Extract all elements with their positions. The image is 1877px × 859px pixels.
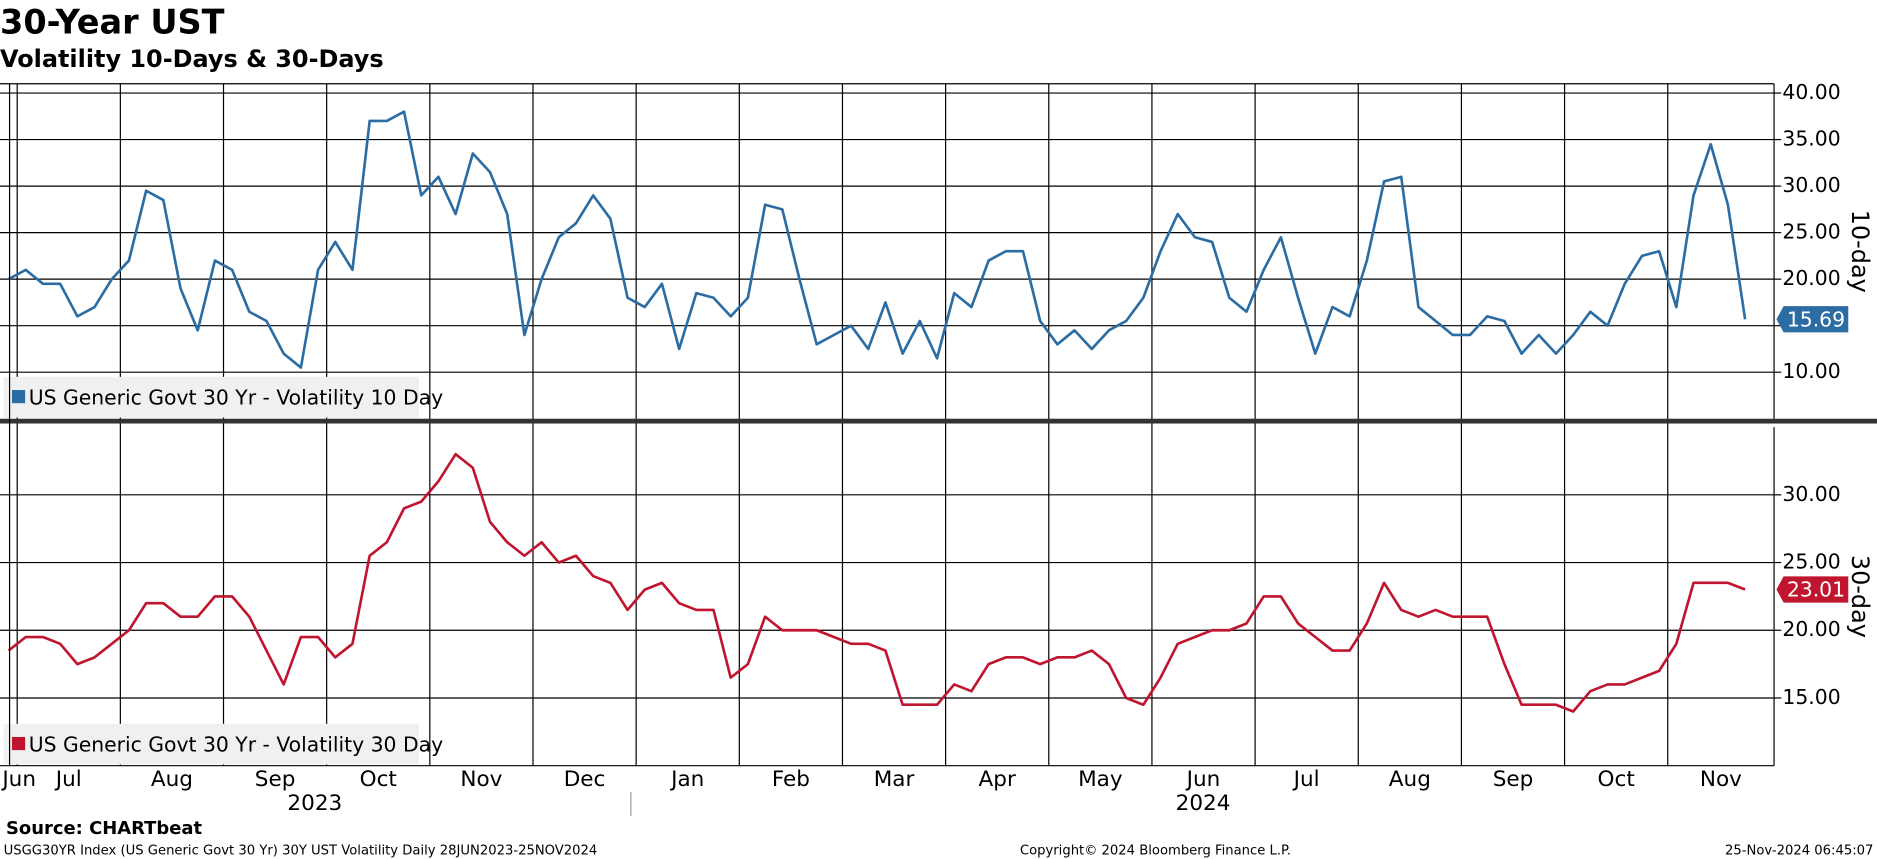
legend-swatch bbox=[11, 390, 26, 404]
x-tick-label: Jun bbox=[0, 767, 36, 792]
y-tick-label: 10.00 bbox=[1782, 359, 1840, 383]
value-box bbox=[1776, 576, 1849, 603]
year-label: 2024 bbox=[1176, 791, 1231, 816]
y-tick-label: 15.00 bbox=[1782, 685, 1840, 709]
value-label: 23.01 bbox=[1787, 578, 1845, 602]
x-tick-label: Feb bbox=[772, 767, 810, 792]
y-tick-label: 30.00 bbox=[1782, 482, 1840, 506]
chart-subtitle: Volatility 10-Days & 30-Days bbox=[0, 45, 384, 73]
x-tick-label: Jan bbox=[669, 767, 704, 792]
x-tick-label: May bbox=[1078, 767, 1123, 792]
x-tick-label: Nov bbox=[1700, 767, 1742, 792]
legend-label: US Generic Govt 30 Yr - Volatility 10 Da… bbox=[29, 385, 443, 409]
x-tick-label: Aug bbox=[151, 767, 193, 792]
y-tick-label: 25.00 bbox=[1782, 220, 1840, 244]
y-tick-label: 30.00 bbox=[1782, 173, 1840, 197]
chart-title: 30-Year UST bbox=[0, 2, 225, 41]
x-tick-label: Dec bbox=[564, 767, 606, 792]
description: USGG30YR Index (US Generic Govt 30 Yr) 3… bbox=[4, 844, 598, 859]
x-tick-label: Sep bbox=[255, 767, 296, 792]
copyright: Copyright© 2024 Bloomberg Finance L.P. bbox=[1020, 844, 1291, 859]
x-tick-label: Apr bbox=[979, 767, 1016, 792]
legend-box bbox=[3, 376, 419, 418]
legend-label: US Generic Govt 30 Yr - Volatility 30 Da… bbox=[29, 732, 443, 756]
x-tick-label: Oct bbox=[360, 767, 397, 792]
x-tick-label: Oct bbox=[1598, 767, 1635, 792]
x-tick-label: Jun bbox=[1185, 767, 1221, 792]
y-tick-label: 40.00 bbox=[1782, 80, 1840, 104]
y-tick-label: 25.00 bbox=[1782, 550, 1840, 574]
x-tick-label: Jul bbox=[1292, 767, 1320, 792]
y-tick-label: 20.00 bbox=[1782, 617, 1840, 641]
legend-box bbox=[3, 723, 419, 765]
y-axis-label: 10-day bbox=[1846, 210, 1874, 293]
year-label: 2023 bbox=[287, 791, 342, 816]
panel-separator bbox=[0, 418, 1877, 424]
y-tick-label: 35.00 bbox=[1782, 127, 1840, 151]
x-tick-label: Aug bbox=[1389, 767, 1431, 792]
x-tick-label: Sep bbox=[1493, 767, 1534, 792]
y-axis-label: 30-day bbox=[1846, 555, 1874, 638]
y-tick-label: 20.00 bbox=[1782, 266, 1840, 290]
series-line bbox=[7, 110, 1747, 369]
source: Source: CHARTbeat bbox=[6, 818, 203, 839]
x-tick-label: Nov bbox=[460, 767, 502, 792]
x-tick-label: Jul bbox=[54, 767, 82, 792]
series-line bbox=[7, 452, 1746, 713]
value-box bbox=[1776, 306, 1849, 333]
timestamp: 25-Nov-2024 06:45:07 bbox=[1725, 844, 1873, 859]
value-label: 15.69 bbox=[1787, 307, 1845, 331]
x-tick-label: Mar bbox=[874, 767, 915, 792]
legend-swatch bbox=[11, 736, 26, 751]
